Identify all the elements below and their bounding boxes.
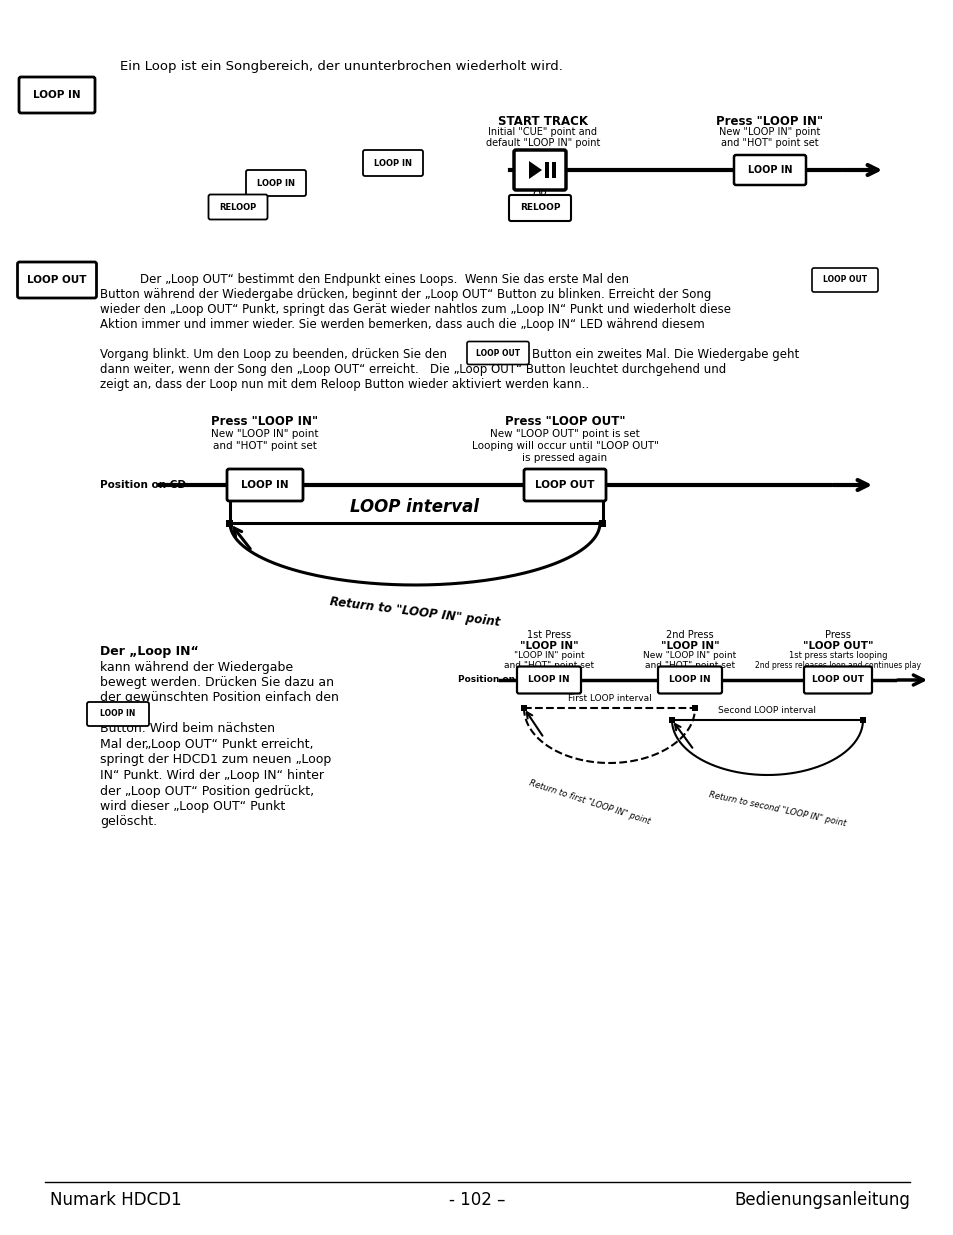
Polygon shape [529, 161, 541, 179]
Text: Vorgang blinkt. Um den Loop zu beenden, drücken Sie den: Vorgang blinkt. Um den Loop zu beenden, … [100, 348, 447, 361]
Text: dann weiter, wenn der Song den „Loop OUT“ erreicht.   Die „Loop OUT“ Button leuc: dann weiter, wenn der Song den „Loop OUT… [100, 363, 725, 375]
FancyBboxPatch shape [467, 342, 529, 364]
Text: Button ein zweites Mal. Die Wiedergabe geht: Button ein zweites Mal. Die Wiedergabe g… [532, 348, 799, 361]
Text: 1st Press: 1st Press [526, 630, 571, 640]
Text: Position on CD: Position on CD [100, 480, 186, 490]
Text: Press "LOOP IN": Press "LOOP IN" [212, 415, 318, 429]
FancyBboxPatch shape [523, 469, 605, 501]
Text: LOOP IN: LOOP IN [100, 709, 135, 719]
Text: is pressed again: is pressed again [522, 453, 607, 463]
Text: Return to first "LOOP IN" point: Return to first "LOOP IN" point [527, 778, 651, 826]
Text: Button. Wird beim nächsten: Button. Wird beim nächsten [100, 722, 274, 736]
Text: 1st press starts looping: 1st press starts looping [788, 651, 886, 659]
Text: and "HOT" point set: and "HOT" point set [644, 661, 735, 671]
Text: "LOOP OUT": "LOOP OUT" [801, 641, 872, 651]
FancyBboxPatch shape [803, 667, 871, 694]
Text: LOOP IN: LOOP IN [256, 179, 294, 188]
Text: LOOP OUT: LOOP OUT [822, 275, 866, 284]
Bar [598, 520, 606, 526]
Text: LOOP IN: LOOP IN [374, 158, 412, 168]
FancyBboxPatch shape [246, 170, 306, 196]
Text: Bedienungsanleitung: Bedienungsanleitung [734, 1191, 909, 1209]
Text: Looping will occur until "LOOP OUT": Looping will occur until "LOOP OUT" [471, 441, 658, 451]
FancyBboxPatch shape [517, 667, 580, 694]
Text: Return to "LOOP IN" point: Return to "LOOP IN" point [329, 595, 500, 629]
Text: 2nd press releases loop and continues play: 2nd press releases loop and continues pl… [754, 661, 920, 671]
Text: Aktion immer und immer wieder. Sie werden bemerken, dass auch die „Loop IN“ LED : Aktion immer und immer wieder. Sie werde… [100, 317, 704, 331]
Text: "LOOP IN" point: "LOOP IN" point [513, 651, 583, 659]
Bar [859, 718, 865, 722]
Text: Return to second "LOOP IN" point: Return to second "LOOP IN" point [707, 790, 846, 827]
Bar [544, 162, 548, 178]
Text: der gewünschten Position einfach den: der gewünschten Position einfach den [100, 692, 338, 704]
Text: Press: Press [824, 630, 850, 640]
Text: IN“ Punkt. Wird der „Loop IN“ hinter: IN“ Punkt. Wird der „Loop IN“ hinter [100, 769, 324, 782]
Text: LOOP interval: LOOP interval [350, 498, 479, 516]
Text: New "LOOP IN" point: New "LOOP IN" point [211, 429, 318, 438]
Text: RELOOP: RELOOP [219, 203, 256, 211]
Text: Mal der„Loop OUT“ Punkt erreicht,: Mal der„Loop OUT“ Punkt erreicht, [100, 739, 314, 751]
FancyBboxPatch shape [227, 469, 303, 501]
Text: LOOP OUT: LOOP OUT [28, 275, 87, 285]
Text: bewegt werden. Drücken Sie dazu an: bewegt werden. Drücken Sie dazu an [100, 676, 334, 689]
Text: New "LOOP IN" point: New "LOOP IN" point [642, 651, 736, 659]
Text: Second LOOP interval: Second LOOP interval [718, 706, 816, 715]
Text: and "HOT" point set: and "HOT" point set [503, 661, 594, 671]
Text: LOOP OUT: LOOP OUT [476, 348, 519, 357]
Text: LOOP OUT: LOOP OUT [535, 480, 594, 490]
Text: Press "LOOP OUT": Press "LOOP OUT" [504, 415, 624, 429]
Text: wird dieser „Loop OUT“ Punkt: wird dieser „Loop OUT“ Punkt [100, 800, 285, 813]
Text: default "LOOP IN" point: default "LOOP IN" point [485, 138, 599, 148]
Text: OR: OR [532, 190, 547, 200]
FancyBboxPatch shape [209, 194, 267, 220]
Text: New "LOOP OUT" point is set: New "LOOP OUT" point is set [490, 429, 639, 438]
Bar [552, 162, 556, 178]
FancyBboxPatch shape [733, 156, 805, 185]
Text: and "HOT" point set: and "HOT" point set [720, 138, 818, 148]
FancyBboxPatch shape [509, 195, 571, 221]
Text: and "HOT" point set: and "HOT" point set [213, 441, 316, 451]
Bar [520, 705, 526, 711]
Text: START TRACK: START TRACK [497, 115, 587, 128]
Text: der „Loop OUT“ Position gedrückt,: der „Loop OUT“ Position gedrückt, [100, 784, 314, 798]
Text: "LOOP IN": "LOOP IN" [519, 641, 578, 651]
Text: "LOOP IN": "LOOP IN" [660, 641, 719, 651]
Text: Press "LOOP IN": Press "LOOP IN" [716, 115, 822, 128]
Text: kann während der Wiedergabe: kann während der Wiedergabe [100, 661, 293, 673]
FancyBboxPatch shape [658, 667, 721, 694]
FancyBboxPatch shape [363, 149, 422, 177]
Text: First LOOP interval: First LOOP interval [567, 694, 651, 703]
FancyBboxPatch shape [87, 701, 149, 726]
Text: wieder den „Loop OUT“ Punkt, springt das Gerät wieder nahtlos zum „Loop IN“ Punk: wieder den „Loop OUT“ Punkt, springt das… [100, 303, 730, 316]
Text: 2nd Press: 2nd Press [665, 630, 713, 640]
Text: Button während der Wiedergabe drücken, beginnt der „Loop OUT“ Button zu blinken.: Button während der Wiedergabe drücken, b… [100, 288, 711, 301]
Text: New "LOOP IN" point: New "LOOP IN" point [719, 127, 820, 137]
Text: LOOP IN: LOOP IN [528, 676, 569, 684]
Text: LOOP IN: LOOP IN [747, 165, 791, 175]
Text: gelöscht.: gelöscht. [100, 815, 157, 829]
Bar [668, 718, 675, 722]
Text: RELOOP: RELOOP [519, 204, 559, 212]
Text: Ein Loop ist ein Songbereich, der ununterbrochen wiederholt wird.: Ein Loop ist ein Songbereich, der ununte… [120, 61, 562, 73]
Text: - 102 –: - 102 – [448, 1191, 505, 1209]
Text: Der „Loop OUT“ bestimmt den Endpunkt eines Loops.  Wenn Sie das erste Mal den: Der „Loop OUT“ bestimmt den Endpunkt ein… [140, 273, 628, 287]
Text: springt der HDCD1 zum neuen „Loop: springt der HDCD1 zum neuen „Loop [100, 753, 331, 767]
Bar [226, 520, 233, 526]
FancyBboxPatch shape [19, 77, 95, 112]
Text: Numark HDCD1: Numark HDCD1 [50, 1191, 181, 1209]
Text: LOOP IN: LOOP IN [33, 90, 81, 100]
Bar [691, 705, 698, 711]
Text: LOOP IN: LOOP IN [668, 676, 710, 684]
Text: Position on CD: Position on CD [457, 676, 532, 684]
FancyBboxPatch shape [17, 262, 96, 298]
FancyBboxPatch shape [514, 149, 565, 190]
Text: Initial "CUE" point and: Initial "CUE" point and [488, 127, 597, 137]
Text: LOOP IN: LOOP IN [241, 480, 289, 490]
Text: Der „Loop IN“: Der „Loop IN“ [100, 645, 198, 658]
FancyBboxPatch shape [811, 268, 877, 291]
Text: LOOP OUT: LOOP OUT [811, 676, 863, 684]
Text: zeigt an, dass der Loop nun mit dem Reloop Button wieder aktiviert werden kann..: zeigt an, dass der Loop nun mit dem Relo… [100, 378, 589, 391]
